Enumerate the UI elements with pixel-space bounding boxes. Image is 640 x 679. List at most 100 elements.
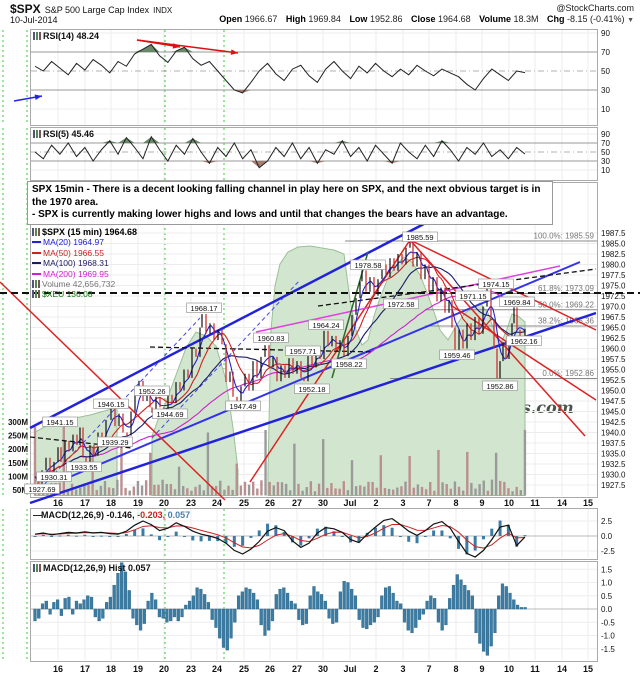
svg-text:30: 30 bbox=[318, 498, 328, 508]
svg-text:Jul: Jul bbox=[343, 498, 356, 508]
svg-text:30: 30 bbox=[601, 86, 610, 95]
svg-text:1944.69: 1944.69 bbox=[156, 410, 183, 419]
macd-label: —MACD(12,26,9) -0.146, -0.203, 0.057 bbox=[33, 510, 191, 520]
svg-text:1937.5: 1937.5 bbox=[601, 439, 626, 448]
svg-text:7: 7 bbox=[426, 498, 431, 508]
svg-text:1942.5: 1942.5 bbox=[601, 418, 626, 427]
svg-text:3: 3 bbox=[400, 664, 405, 674]
stockcharts-credit[interactable]: @StockCharts.com bbox=[556, 3, 634, 13]
svg-text:50: 50 bbox=[601, 67, 610, 76]
legend-spx: $SPX (15 min) 1964.68 bbox=[32, 227, 137, 237]
svg-text:1982.5: 1982.5 bbox=[601, 250, 626, 259]
chg-label: Chg bbox=[547, 14, 565, 24]
svg-text:27: 27 bbox=[292, 498, 302, 508]
svg-text:100M: 100M bbox=[8, 472, 28, 481]
macd-hist-value: 0.057 bbox=[167, 510, 191, 520]
volume-label: Volume bbox=[479, 14, 511, 24]
svg-text:1967.5: 1967.5 bbox=[601, 313, 626, 322]
svg-text:50M: 50M bbox=[12, 486, 28, 495]
svg-text:23: 23 bbox=[186, 498, 196, 508]
high-label: High bbox=[285, 14, 306, 24]
quote-strip: Open 1966.67 High 1969.84 Low 1952.86 Cl… bbox=[213, 14, 634, 24]
svg-text:1947.5: 1947.5 bbox=[601, 397, 626, 406]
svg-text:1947.49: 1947.49 bbox=[229, 402, 256, 411]
svg-text:-0.5: -0.5 bbox=[601, 618, 615, 627]
open-label: Open bbox=[219, 14, 243, 24]
svg-text:90: 90 bbox=[601, 29, 610, 38]
svg-text:1952.86: 1952.86 bbox=[486, 382, 513, 391]
chg-value: -8.15 (-0.41%) bbox=[567, 14, 625, 24]
rsi14-label: RSI(14) 48.24 bbox=[33, 31, 99, 41]
svg-text:11: 11 bbox=[530, 664, 540, 674]
svg-text:1933.55: 1933.55 bbox=[70, 463, 97, 472]
svg-text:15: 15 bbox=[583, 498, 593, 508]
note-line-1: SPX 15min - There is a decent looking fa… bbox=[32, 184, 541, 208]
svg-text:1952.18: 1952.18 bbox=[298, 385, 325, 394]
line-swatch-icon bbox=[32, 272, 41, 275]
svg-text:1955.0: 1955.0 bbox=[601, 366, 626, 375]
svg-text:10: 10 bbox=[504, 664, 514, 674]
indicator-icon bbox=[33, 32, 41, 40]
svg-text:50: 50 bbox=[601, 148, 610, 157]
svg-text:1940.0: 1940.0 bbox=[601, 429, 626, 438]
svg-text:18: 18 bbox=[106, 664, 116, 674]
svg-text:26: 26 bbox=[265, 498, 275, 508]
svg-text:-1.0: -1.0 bbox=[601, 632, 615, 641]
legend-volume: Volume 42,656,732 bbox=[32, 279, 137, 289]
svg-text:24: 24 bbox=[212, 664, 222, 674]
legend-ma50: MA(50) 1966.55 bbox=[32, 248, 137, 258]
svg-text:19: 19 bbox=[133, 498, 143, 508]
svg-text:1927.5: 1927.5 bbox=[601, 481, 626, 490]
low-value: 1952.86 bbox=[369, 14, 403, 24]
svg-text:30: 30 bbox=[318, 664, 328, 674]
high-value: 1969.84 bbox=[308, 14, 341, 24]
svg-text:150M: 150M bbox=[8, 459, 28, 468]
svg-text:38.2%: 1965.36: 38.2%: 1965.36 bbox=[538, 316, 595, 325]
svg-text:16: 16 bbox=[53, 664, 63, 674]
svg-text:300M: 300M bbox=[8, 418, 28, 427]
svg-text:1972.5: 1972.5 bbox=[601, 292, 626, 301]
svg-text:30: 30 bbox=[601, 157, 610, 166]
svg-text:1968.17: 1968.17 bbox=[190, 304, 217, 313]
close-value: 1964.68 bbox=[438, 14, 471, 24]
svg-text:0.0%: 1952.86: 0.0%: 1952.86 bbox=[542, 369, 594, 378]
volume-bars-icon bbox=[32, 280, 40, 289]
macd-value: -0.146, bbox=[106, 510, 135, 520]
svg-text:1975.0: 1975.0 bbox=[601, 282, 626, 291]
svg-text:1945.0: 1945.0 bbox=[601, 408, 626, 417]
low-label: Low bbox=[349, 14, 368, 24]
svg-text:1974.15: 1974.15 bbox=[482, 280, 509, 289]
svg-text:20: 20 bbox=[159, 664, 169, 674]
svg-text:250M: 250M bbox=[8, 432, 28, 441]
svg-text:100.0%: 1985.59: 100.0%: 1985.59 bbox=[534, 232, 595, 241]
svg-text:1972.58: 1972.58 bbox=[387, 300, 414, 309]
svg-text:1.5: 1.5 bbox=[601, 565, 613, 574]
svg-text:1946.15: 1946.15 bbox=[97, 400, 124, 409]
macd-hist-label: MACD(12,26,9) Hist 0.057 bbox=[33, 563, 151, 573]
svg-text:3: 3 bbox=[400, 498, 405, 508]
svg-text:61.8%: 1973.09: 61.8%: 1973.09 bbox=[538, 284, 595, 293]
svg-text:1959.46: 1959.46 bbox=[443, 351, 470, 360]
annotation-note-box: SPX 15min - There is a decent looking fa… bbox=[27, 181, 553, 225]
svg-text:15: 15 bbox=[583, 664, 593, 674]
svg-text:16: 16 bbox=[53, 498, 63, 508]
svg-text:1950.0: 1950.0 bbox=[601, 387, 626, 396]
svg-text:1965.0: 1965.0 bbox=[601, 324, 626, 333]
svg-text:1964.24: 1964.24 bbox=[312, 321, 339, 330]
svg-text:18: 18 bbox=[106, 498, 116, 508]
chg-dropdown-icon[interactable]: ▼ bbox=[627, 17, 634, 24]
svg-text:1960.83: 1960.83 bbox=[257, 334, 284, 343]
svg-text:9: 9 bbox=[479, 664, 484, 674]
svg-text:1962.5: 1962.5 bbox=[601, 334, 626, 343]
rsi5-label: RSI(5) 45.46 bbox=[33, 129, 94, 139]
svg-text:1930.0: 1930.0 bbox=[601, 471, 626, 480]
svg-text:8: 8 bbox=[453, 498, 458, 508]
svg-text:1952.5: 1952.5 bbox=[601, 376, 626, 385]
candlestick-icon bbox=[32, 228, 40, 236]
svg-text:1962.16: 1962.16 bbox=[510, 337, 537, 346]
volume-value: 18.3M bbox=[513, 14, 539, 24]
svg-text:1927.69: 1927.69 bbox=[28, 485, 55, 494]
svg-text:1952.26: 1952.26 bbox=[138, 387, 165, 396]
svg-text:24: 24 bbox=[212, 498, 222, 508]
